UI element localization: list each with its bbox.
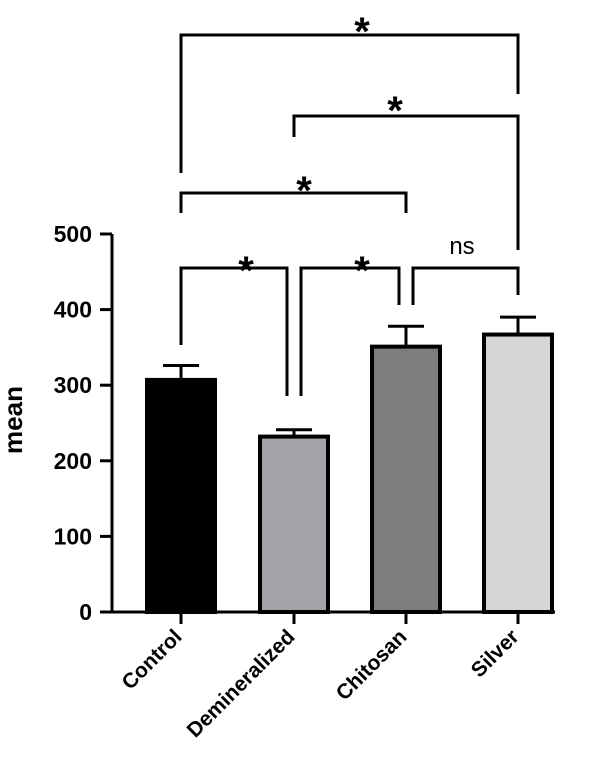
significance-ns: ns <box>449 233 474 260</box>
significance-star: * <box>296 169 312 213</box>
significance-star: * <box>238 249 254 293</box>
y-tick-label: 400 <box>54 297 92 323</box>
y-tick-label: 0 <box>79 599 92 625</box>
significance-bracket <box>179 33 520 173</box>
significance-brackets: * * ns * * * <box>179 10 520 396</box>
bar <box>370 344 442 614</box>
significance-star: * <box>354 10 370 54</box>
y-tick-label: 100 <box>54 523 92 549</box>
significance-bracket <box>411 266 520 305</box>
x-tick-label: Chitosan <box>332 625 412 705</box>
x-tick-label: Control <box>117 625 186 694</box>
significance-bracket <box>179 191 408 213</box>
bars <box>145 332 554 614</box>
bar <box>145 377 217 614</box>
error-bars <box>163 315 536 437</box>
x-tick-label: Silver <box>467 625 524 682</box>
y-tick-label: 500 <box>54 221 92 247</box>
significance-star: * <box>387 89 403 133</box>
y-tick-label: 300 <box>54 372 92 398</box>
bar <box>482 332 554 614</box>
bar <box>258 434 330 614</box>
significance-bracket <box>299 266 401 396</box>
significance-bracket <box>292 114 520 250</box>
x-tick-label: Demineralized <box>183 625 300 742</box>
y-tick-label: 200 <box>54 448 92 474</box>
significance-star: * <box>354 249 370 293</box>
y-axis-label: mean <box>0 386 28 454</box>
significance-bracket <box>179 266 289 396</box>
